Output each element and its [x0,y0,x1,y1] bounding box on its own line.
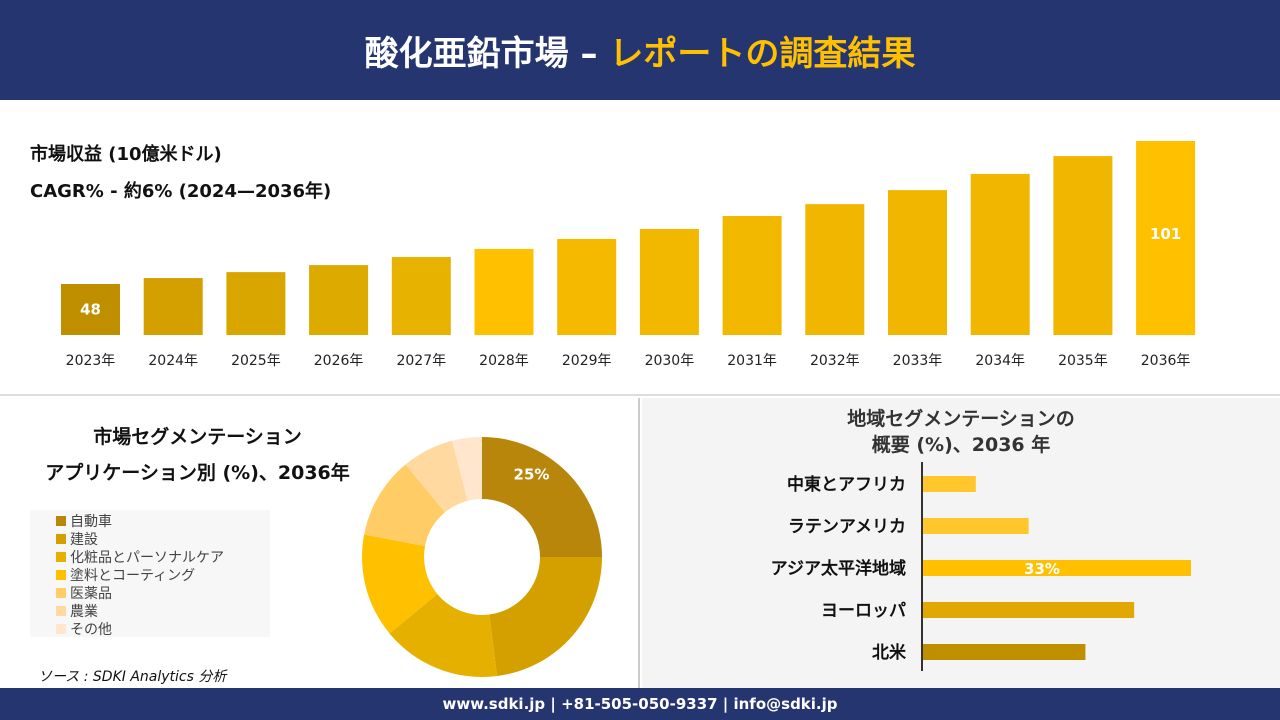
bar-2024年 [143,278,203,335]
x-tick-label: 2034年 [975,353,1025,369]
x-tick-label: 2035年 [1058,353,1108,369]
donut-slice-その他 [452,437,482,501]
bar-2031年 [722,216,782,335]
data-label: 33% [1024,560,1060,578]
legend-item: 建設 [56,530,270,548]
pie-title-line2: アプリケーション別 (%)、2036年 [45,462,350,484]
legend-label: 医薬品 [70,586,112,602]
revenue-section: 市場収益 (10億米ドル) CAGR% - 約6% (2024—2036年) 2… [0,100,1280,396]
legend-item: 塗料とコーティング [56,566,270,584]
bar-中東とアフリカ [923,476,976,492]
legend-swatch [56,588,66,598]
donut-slice-化粧品とパーソナルケア [389,593,498,677]
data-label: 101 [1150,225,1181,243]
legend-label: 塗料とコーティング [70,568,196,584]
legend-item: 医薬品 [56,584,270,602]
legend-swatch [56,570,66,580]
x-tick-label: 2024年 [148,353,198,369]
donut-slice-塗料とコーティング [361,534,438,634]
region-title-line2: 概要 (%)、2036 年 [871,434,1051,456]
bar-2036年 [1136,141,1196,335]
bar-ラテンアメリカ [923,518,1029,534]
bar-2033年 [888,190,947,335]
bar-2029年 [557,238,617,335]
region-title-line1: 地域セグメンテーションの [847,408,1075,430]
legend-label: その他 [70,622,112,638]
x-tick-label: 2030年 [645,353,695,369]
bar-2026年 [309,265,369,335]
y-tick-label: アジア太平洋地域 [771,558,906,579]
donut-slice-建設 [489,557,602,677]
cagr-label: CAGR% - 約6% (2024—2036年) [30,181,332,202]
x-tick-label: 2023年 [66,353,116,369]
source-note: ソース : SDKI Analytics 分析 [38,669,227,685]
header-banner: 酸化亜鉛市場 – レポートの調査結果 [0,0,1280,100]
x-tick-label: 2025年 [231,353,281,369]
legend-item: 農業 [56,602,270,620]
bar-2025年 [226,272,286,335]
page-title: 酸化亜鉛市場 – [364,33,598,74]
x-tick-label: 2036年 [1141,353,1191,369]
x-tick-label: 2029年 [562,353,612,369]
data-label: 48 [80,300,101,318]
legend-swatch [56,552,66,562]
legend-swatch [56,606,66,616]
data-label: 25% [514,466,550,484]
legend-swatch [56,516,66,526]
bar-2027年 [391,257,451,335]
pie-title-line1: 市場セグメンテーション [93,426,302,448]
legend-swatch [56,534,66,544]
legend-label: 農業 [70,604,98,620]
revenue-label: 市場収益 (10億米ドル) [30,144,222,165]
y-tick-label: 北米 [872,642,907,663]
donut-slice-医薬品 [364,464,446,547]
y-tick-label: 中東とアフリカ [787,474,906,495]
bar-ヨーロッパ [923,602,1135,618]
legend-swatch [56,624,66,634]
region-segment-section: 地域セグメンテーションの 概要 (%)、2036 年 中東とアフリカ ラテンアメリ… [642,398,1280,688]
legend-item: 自動車 [56,512,270,530]
footer-contact: www.sdki.jp | +81-505-050-9337 | info@sd… [0,688,1280,720]
y-tick-label: ラテンアメリカ [788,517,906,537]
bar-2034年 [970,173,1030,335]
x-tick-label: 2032年 [810,353,860,369]
x-tick-label: 2031年 [727,353,777,369]
y-tick-label: ヨーロッパ [821,601,906,621]
legend-label: 建設 [70,532,98,548]
x-tick-label: 2026年 [314,353,364,369]
bar-2035年 [1053,156,1113,335]
bar-2028年 [474,248,534,335]
page-title-accent: レポートの調査結果 [609,33,916,74]
legend-label: 化粧品とパーソナルケア [70,550,224,566]
x-tick-label: 2028年 [479,353,529,369]
pie-legend: 自動車建設化粧品とパーソナルケア 塗料とコーティング 医薬品農業その他 [30,510,270,638]
bar-2030年 [639,228,699,335]
x-tick-label: 2033年 [893,353,943,369]
legend-item: 化粧品とパーソナルケア [56,548,270,566]
revenue-bar-chart: 2023年 48 2024年 2025年 2026年 2027年 2028年 2029年 203… [61,141,1196,369]
donut-slice-農業 [405,440,468,513]
application-donut-chart: 25% [361,437,602,677]
legend-label: 自動車 [70,514,112,530]
bar-アジア太平洋地域 [923,560,1191,576]
bar-2023年 [61,283,120,335]
donut-slice-自動車 [482,437,602,557]
bar-北米 [923,644,1086,660]
bar-2032年 [805,204,865,335]
x-tick-label: 2027年 [396,353,446,369]
legend-item: その他 [56,620,270,638]
application-segment-section: 市場セグメンテーション アプリケーション別 (%)、2036年 自動車建設化粧品… [0,398,640,688]
